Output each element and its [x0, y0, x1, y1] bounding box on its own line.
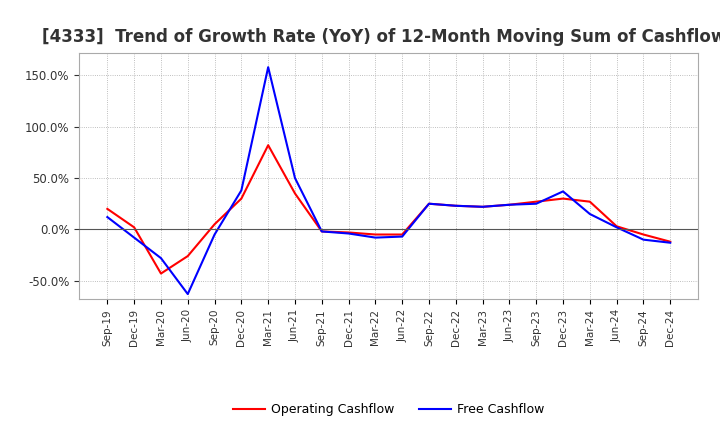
Operating Cashflow: [666, 239, 675, 244]
Free Cashflow: [666, 240, 675, 246]
Free Cashflow: [318, 229, 326, 234]
Free Cashflow: [130, 235, 138, 240]
Operating Cashflow: [344, 230, 353, 235]
Operating Cashflow: [318, 229, 326, 234]
Operating Cashflow: [532, 199, 541, 204]
Operating Cashflow: [639, 232, 648, 237]
Free Cashflow: [639, 237, 648, 242]
Operating Cashflow: [559, 196, 567, 201]
Line: Operating Cashflow: Operating Cashflow: [107, 145, 670, 274]
Free Cashflow: [532, 201, 541, 206]
Operating Cashflow: [505, 202, 514, 207]
Free Cashflow: [478, 204, 487, 209]
Operating Cashflow: [612, 224, 621, 229]
Operating Cashflow: [103, 206, 112, 212]
Free Cashflow: [451, 203, 460, 209]
Free Cashflow: [612, 225, 621, 230]
Operating Cashflow: [291, 191, 300, 196]
Operating Cashflow: [237, 196, 246, 201]
Operating Cashflow: [371, 232, 379, 237]
Operating Cashflow: [478, 204, 487, 209]
Operating Cashflow: [157, 271, 166, 276]
Free Cashflow: [237, 188, 246, 193]
Operating Cashflow: [425, 201, 433, 206]
Free Cashflow: [505, 202, 514, 207]
Free Cashflow: [371, 235, 379, 240]
Free Cashflow: [425, 201, 433, 206]
Operating Cashflow: [264, 143, 272, 148]
Free Cashflow: [264, 65, 272, 70]
Title: [4333]  Trend of Growth Rate (YoY) of 12-Month Moving Sum of Cashflows: [4333] Trend of Growth Rate (YoY) of 12-…: [42, 28, 720, 46]
Free Cashflow: [585, 211, 594, 216]
Free Cashflow: [291, 176, 300, 181]
Free Cashflow: [398, 234, 407, 239]
Free Cashflow: [157, 256, 166, 261]
Free Cashflow: [210, 232, 219, 237]
Free Cashflow: [103, 214, 112, 220]
Operating Cashflow: [398, 232, 407, 237]
Operating Cashflow: [184, 253, 192, 259]
Operating Cashflow: [585, 199, 594, 204]
Legend: Operating Cashflow, Free Cashflow: Operating Cashflow, Free Cashflow: [228, 398, 549, 421]
Free Cashflow: [559, 189, 567, 194]
Operating Cashflow: [130, 225, 138, 230]
Free Cashflow: [344, 231, 353, 236]
Free Cashflow: [184, 291, 192, 297]
Line: Free Cashflow: Free Cashflow: [107, 67, 670, 294]
Operating Cashflow: [210, 222, 219, 227]
Operating Cashflow: [451, 203, 460, 209]
